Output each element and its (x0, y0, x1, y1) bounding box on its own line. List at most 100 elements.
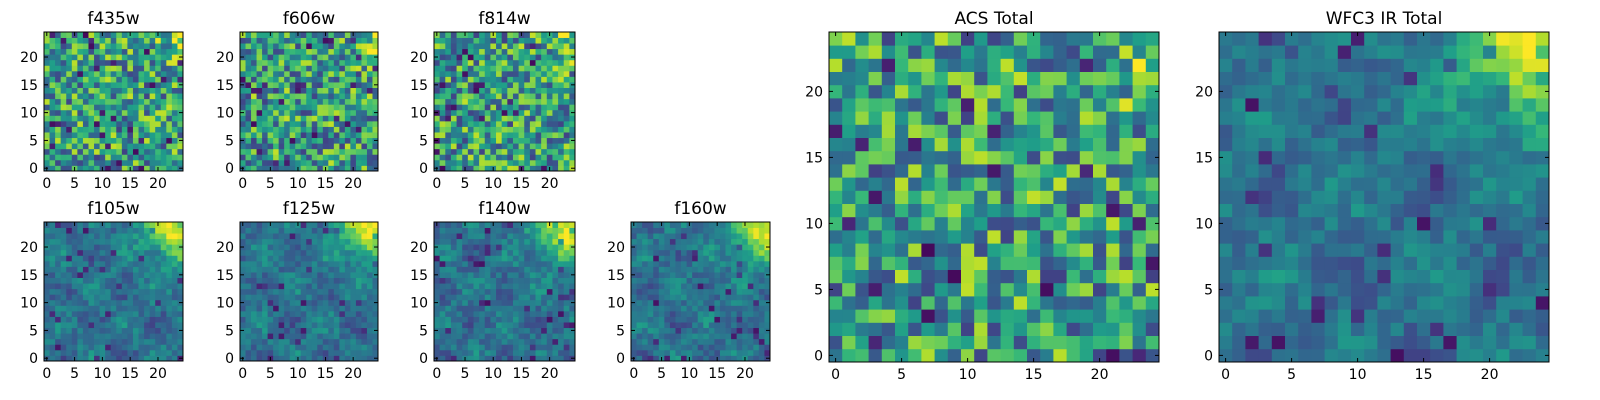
heatmap-cell (372, 305, 379, 312)
heatmap-cell (558, 143, 565, 150)
heatmap-cell (541, 260, 548, 267)
heatmap-cell (524, 227, 531, 234)
heatmap-cell (127, 148, 134, 155)
heatmap-cell (344, 299, 351, 306)
heatmap-cell (552, 294, 559, 301)
heatmap-cell (116, 159, 123, 166)
heatmap-cell (71, 255, 78, 262)
y-tick-label: 5 (616, 323, 625, 339)
heatmap-cell (686, 349, 693, 356)
heatmap-cell (563, 82, 570, 88)
heatmap-cell (681, 255, 687, 262)
heatmap-cell (77, 244, 84, 251)
heatmap-cell (569, 154, 576, 161)
heatmap-cell (94, 154, 100, 161)
heatmap-cell (256, 227, 263, 234)
heatmap-cell (524, 266, 531, 273)
heatmap-cell (708, 305, 715, 312)
heatmap-cell (692, 355, 699, 362)
heatmap-cell (350, 333, 357, 340)
heatmap-cell (94, 272, 100, 278)
heatmap-cell (507, 310, 514, 317)
heatmap-cell (725, 355, 732, 362)
heatmap-cell (256, 70, 263, 77)
y-tick-label: 10 (410, 106, 428, 122)
heatmap-cell (121, 165, 128, 172)
heatmap-cell (171, 93, 178, 100)
heatmap-cell (653, 344, 660, 351)
heatmap-cell (256, 148, 263, 155)
heatmap-cell (121, 115, 128, 122)
heatmap-cell (66, 288, 73, 295)
heatmap-cell (484, 294, 491, 301)
heatmap-cell (256, 305, 263, 312)
heatmap-cell (490, 255, 497, 262)
heatmap-cell (44, 120, 50, 127)
heatmap-cell (518, 37, 525, 44)
heatmap-cell (110, 32, 117, 38)
heatmap-cell (467, 310, 474, 317)
heatmap-cell (496, 249, 503, 256)
heatmap-cell (658, 299, 665, 306)
heatmap-cell (355, 283, 362, 290)
heatmap-cell (507, 54, 514, 61)
heatmap-cell (60, 32, 67, 38)
heatmap-cell (697, 238, 704, 245)
heatmap-cell (725, 233, 732, 240)
heatmap-cell (166, 260, 173, 267)
heatmap-cell (829, 296, 843, 310)
heatmap-cell (535, 109, 542, 116)
heatmap-cell (88, 322, 95, 329)
heatmap-cell (456, 333, 463, 340)
heatmap-cell (484, 355, 491, 362)
heatmap-cell (138, 277, 145, 284)
heatmap-cell (569, 132, 576, 139)
heatmap-cell (456, 249, 463, 256)
heatmap-cell (541, 70, 548, 77)
heatmap-cell (127, 143, 134, 150)
heatmap-cell (445, 333, 452, 340)
heatmap-cell (731, 316, 738, 323)
heatmap-cell (251, 272, 257, 278)
heatmap-cell (496, 260, 503, 267)
heatmap-cell (132, 43, 139, 50)
heatmap-cell (664, 244, 671, 251)
heatmap-cell (116, 132, 123, 139)
heatmap-cell (947, 203, 962, 218)
heatmap-cell (855, 296, 869, 310)
heatmap-cell (149, 305, 156, 312)
heatmap-cell (692, 305, 699, 312)
heatmap-cell (66, 266, 73, 273)
heatmap-cell (311, 305, 318, 312)
heatmap-cell (473, 126, 480, 133)
heatmap-cell (479, 65, 486, 72)
heatmap-cell (317, 104, 324, 111)
heatmap-cell (300, 316, 307, 323)
heatmap-cell (127, 76, 134, 83)
heatmap-cell (631, 322, 637, 329)
heatmap-cell (105, 54, 112, 61)
heatmap-cell (138, 37, 145, 44)
heatmap-cell (66, 104, 73, 111)
heatmap-cell (339, 238, 346, 245)
heatmap-cell (439, 255, 446, 262)
heatmap-cell (507, 322, 514, 329)
heatmap-cell (132, 32, 139, 38)
heatmap-cell (692, 327, 699, 334)
heatmap-cell (647, 266, 654, 273)
heatmap-cell (507, 154, 514, 161)
heatmap-cell (306, 227, 313, 234)
heatmap-cell (747, 260, 754, 267)
heatmap-cell (1000, 296, 1015, 310)
heatmap-cell (350, 249, 357, 256)
heatmap-cell (44, 238, 50, 245)
heatmap-cell (110, 54, 117, 61)
heatmap-cell (116, 76, 123, 83)
heatmap-cell (121, 249, 128, 256)
heatmap-cell (563, 222, 570, 228)
heatmap-cell (434, 322, 441, 329)
heatmap-cell (1145, 282, 1160, 297)
heatmap-cell (110, 37, 117, 44)
heatmap-cell (1040, 164, 1054, 178)
heatmap-cell (372, 349, 379, 356)
